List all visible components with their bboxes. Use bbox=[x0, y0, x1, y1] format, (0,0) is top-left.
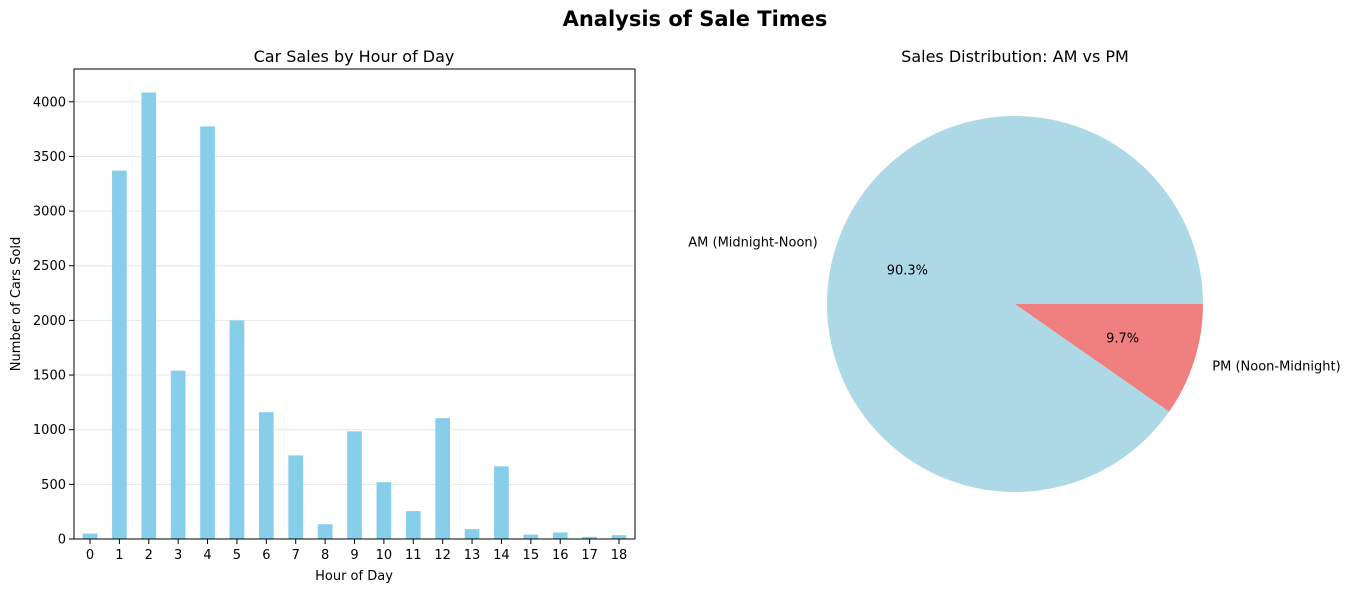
pie-chart: Sales Distribution: AM vs PM AM (Midnigh… bbox=[688, 47, 1341, 493]
bar bbox=[611, 535, 627, 539]
bar-x-tick-label: 18 bbox=[611, 548, 628, 563]
bar bbox=[464, 529, 480, 539]
bar-x-axis-label: Hour of Day bbox=[315, 569, 393, 584]
bar-x-tick-label: 17 bbox=[581, 548, 598, 563]
bar bbox=[82, 533, 98, 539]
bar-x-tick-label: 3 bbox=[174, 548, 182, 563]
bar-y-tick-label: 3000 bbox=[33, 205, 66, 220]
bar bbox=[170, 370, 186, 539]
bar-y-tick-label: 0 bbox=[58, 533, 66, 548]
pie-slices bbox=[827, 116, 1203, 493]
bar-y-tick-label: 3500 bbox=[33, 150, 66, 165]
pie-chart-title: Sales Distribution: AM vs PM bbox=[901, 47, 1129, 66]
bar-x-tick-label: 6 bbox=[262, 548, 270, 563]
bar bbox=[494, 466, 509, 539]
bar-x-tick-label: 5 bbox=[233, 548, 241, 563]
bar-x-tick-label: 11 bbox=[405, 548, 422, 563]
bar-x-tick-label: 0 bbox=[86, 548, 94, 563]
bar-y-tick-label: 1500 bbox=[33, 369, 66, 384]
bar bbox=[288, 455, 304, 539]
bar-x-tick-label: 15 bbox=[523, 548, 540, 563]
bar-x-tick-label: 12 bbox=[434, 548, 451, 563]
bar-x-tick-label: 14 bbox=[493, 548, 510, 563]
bar-x-tick-label: 9 bbox=[350, 548, 358, 563]
bar-x-tick-label: 16 bbox=[552, 548, 569, 563]
pie-slice-percent: 9.7% bbox=[1106, 331, 1139, 346]
bar-marks bbox=[82, 92, 627, 539]
pie-slice bbox=[827, 116, 1203, 493]
bar bbox=[141, 92, 157, 539]
bar-y-tick-label: 1000 bbox=[33, 423, 66, 438]
bar-x-tick-label: 2 bbox=[145, 548, 153, 563]
figure-title: Analysis of Sale Times bbox=[563, 7, 828, 31]
bar bbox=[317, 524, 333, 539]
bar-chart: Car Sales by Hour of Day 050010001500200… bbox=[9, 47, 636, 584]
pie-labels: AM (Midnight-Noon) 90.3% PM (Noon-Midnight… bbox=[688, 235, 1340, 374]
bar bbox=[200, 126, 215, 539]
bar-x-tick-label: 7 bbox=[292, 548, 300, 563]
bar-y-tick-label: 2000 bbox=[33, 314, 66, 329]
bar bbox=[258, 412, 274, 539]
pie-slice bbox=[1015, 304, 1203, 412]
bar bbox=[582, 536, 597, 539]
bar-y-ticks: 0 500 1000 1500 2000 2500 3000 3500 4000 bbox=[33, 95, 74, 548]
bar-x-tick-label: 1 bbox=[115, 548, 123, 563]
bar bbox=[229, 320, 245, 539]
bar-y-tick-label: 4000 bbox=[33, 95, 66, 110]
bar-x-tick-label: 4 bbox=[203, 548, 211, 563]
bar bbox=[523, 534, 539, 539]
bar bbox=[552, 532, 568, 539]
bar-y-tick-label: 2500 bbox=[33, 259, 66, 274]
pie-slice-label: PM (Noon-Midnight) bbox=[1212, 360, 1340, 375]
bar bbox=[112, 170, 127, 539]
bar-x-tick-label: 8 bbox=[321, 548, 329, 563]
pie-slice-label: AM (Midnight-Noon) bbox=[688, 235, 817, 250]
bar-y-axis-label: Number of Cars Sold bbox=[9, 237, 24, 371]
bar-x-ticks: 0 1 2 3 4 5 6 7 8 9 10 11 12 13 14 15 16 17 18 bbox=[86, 539, 627, 563]
bar-x-tick-label: 10 bbox=[376, 548, 393, 563]
bar bbox=[405, 511, 421, 539]
bar-chart-title: Car Sales by Hour of Day bbox=[254, 47, 455, 66]
bar bbox=[376, 482, 392, 539]
bar-x-tick-label: 13 bbox=[464, 548, 481, 563]
bar-gridlines bbox=[74, 101, 635, 540]
bar bbox=[435, 418, 451, 539]
bar-y-tick-label: 500 bbox=[41, 478, 66, 493]
bar bbox=[347, 431, 362, 539]
pie-slice-percent: 90.3% bbox=[887, 264, 928, 279]
